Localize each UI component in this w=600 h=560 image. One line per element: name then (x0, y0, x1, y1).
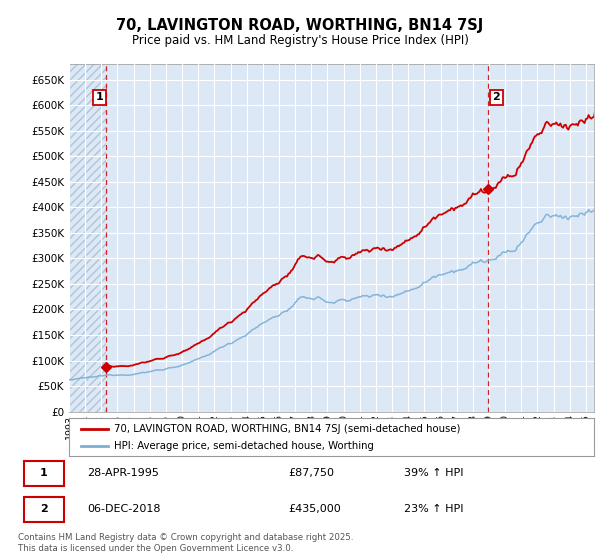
FancyBboxPatch shape (24, 461, 64, 486)
Text: 06-DEC-2018: 06-DEC-2018 (87, 505, 161, 515)
Bar (69, 64, 106, 412)
Text: 2: 2 (40, 505, 48, 515)
Text: £87,750: £87,750 (289, 468, 335, 478)
FancyBboxPatch shape (24, 497, 64, 522)
Text: 70, LAVINGTON ROAD, WORTHING, BN14 7SJ: 70, LAVINGTON ROAD, WORTHING, BN14 7SJ (116, 18, 484, 32)
Text: 39% ↑ HPI: 39% ↑ HPI (404, 468, 463, 478)
Text: 70, LAVINGTON ROAD, WORTHING, BN14 7SJ (semi-detached house): 70, LAVINGTON ROAD, WORTHING, BN14 7SJ (… (113, 423, 460, 433)
Text: 23% ↑ HPI: 23% ↑ HPI (404, 505, 463, 515)
Text: 2: 2 (493, 92, 500, 102)
Text: £435,000: £435,000 (289, 505, 341, 515)
Text: 28-APR-1995: 28-APR-1995 (87, 468, 159, 478)
Text: Contains HM Land Registry data © Crown copyright and database right 2025.
This d: Contains HM Land Registry data © Crown c… (18, 533, 353, 553)
Text: Price paid vs. HM Land Registry's House Price Index (HPI): Price paid vs. HM Land Registry's House … (131, 34, 469, 47)
Text: 1: 1 (96, 92, 104, 102)
Text: HPI: Average price, semi-detached house, Worthing: HPI: Average price, semi-detached house,… (113, 441, 373, 451)
Text: 1: 1 (40, 468, 48, 478)
